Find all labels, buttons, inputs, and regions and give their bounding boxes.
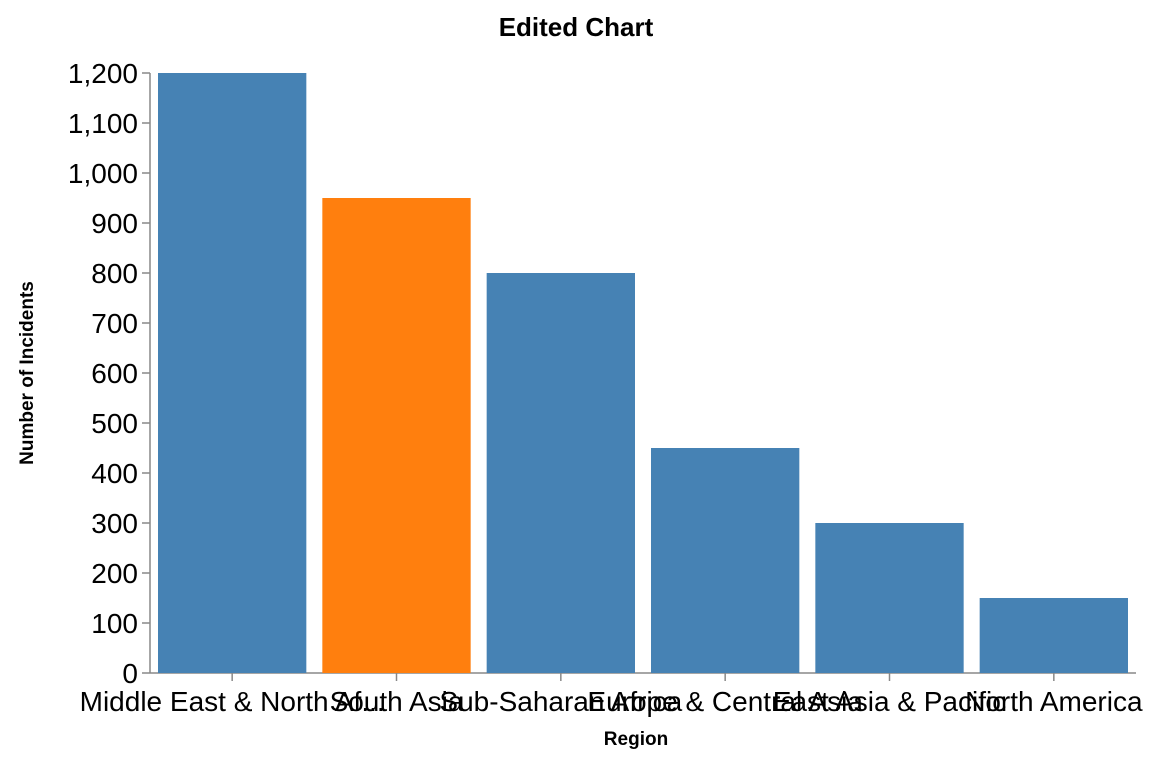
x-tick-label: Sub-Saharan Africa (439, 686, 682, 717)
bar-3 (651, 448, 800, 673)
bar-4 (815, 523, 964, 673)
y-axis: 0 100 200 300 400 500 600 700 800 900 1,000 1,100 1,… (68, 58, 151, 689)
x-tick-label: Middle East & North Af... (80, 686, 385, 717)
y-tick-label: 400 (91, 458, 138, 489)
y-tick-label: 700 (91, 308, 138, 339)
y-tick-label: 1,100 (68, 108, 138, 139)
y-tick-label: 800 (91, 258, 138, 289)
x-tick-label: South Asia (330, 686, 464, 717)
y-tick-label: 100 (91, 608, 138, 639)
x-tick-label: North America (965, 686, 1143, 717)
y-axis-title: Number of Incidents (17, 281, 38, 465)
x-axis: Middle East & North Af...South AsiaSub-S… (80, 672, 1143, 717)
bars-group (158, 73, 1128, 673)
y-tick-label: 500 (91, 408, 138, 439)
y-tick-label: 1,200 (68, 58, 138, 89)
bar-5 (979, 598, 1128, 673)
x-tick-label: Europe & Central Asia (587, 686, 863, 717)
y-tick-label: 1,000 (68, 158, 138, 189)
x-tick-label: East Asia & Pacific (773, 686, 1006, 717)
y-tick-label: 900 (91, 208, 138, 239)
bar-2 (486, 273, 635, 673)
y-tick-label: 300 (91, 508, 138, 539)
bar-0 (158, 73, 307, 673)
chart-title: Edited Chart (499, 12, 654, 42)
bar-1 (322, 198, 471, 673)
y-tick-label: 200 (91, 558, 138, 589)
y-tick-label: 0 (122, 658, 138, 689)
y-tick-label: 600 (91, 358, 138, 389)
x-axis-title: Region (604, 729, 668, 750)
